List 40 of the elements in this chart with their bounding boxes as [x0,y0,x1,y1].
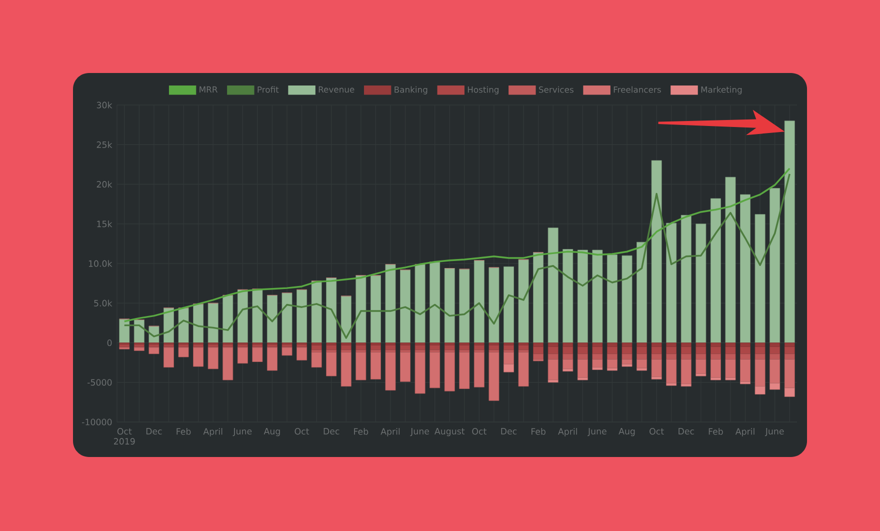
y-tick-label: 5.0k [94,300,112,306]
x-tick-label: Dec [324,428,340,434]
x-tick-label: Dec [501,428,517,434]
y-tick-label: 20k [96,180,112,188]
x-tick-label: Aug [618,428,635,436]
y-tick-label: 15k [97,220,112,228]
y-tick-label: 10.0k [88,260,112,267]
y-tick-label: -5000 [88,379,112,386]
x-tick-label: Oct 2019 [114,428,135,445]
legend-label: Freelancers [614,86,661,93]
x-tick-label: April [380,428,400,436]
x-tick-label: Oct [472,428,486,435]
y-tick-label: 0 [107,339,112,346]
x-tick-label: Oct [650,428,664,435]
legend-label: Revenue [318,86,354,93]
x-tick-label: Feb [354,428,368,435]
y-tick-label: -10000 [82,418,112,426]
x-tick-label: Feb [532,428,546,435]
x-tick-label: Dec [146,428,162,434]
x-tick-label: June [410,428,430,436]
x-tick-label: June [764,428,784,436]
x-tick-label: June [232,428,252,436]
x-tick-label: April [203,428,222,436]
legend-label: Banking [394,86,428,94]
x-tick-label: Feb [176,428,191,435]
x-tick-label: Aug [264,428,280,436]
legend-label: Services [538,86,574,93]
x-tick-label: Oct [294,428,310,435]
y-tick-label: 30k [96,102,112,108]
x-tick-label: April [558,428,577,436]
x-tick-label: August [434,428,465,436]
x-tick-label: June [588,428,606,436]
x-tick-label: Feb [708,428,723,435]
legend-label: Hosting [468,86,498,94]
legend-label: MRR [200,86,218,93]
y-tick-label: 25k [96,141,112,148]
legend-label: Marketing [701,86,742,94]
x-tick-label: April [735,428,754,436]
x-tick-label: Dec [678,428,694,434]
legend-label: Profit [258,86,279,93]
